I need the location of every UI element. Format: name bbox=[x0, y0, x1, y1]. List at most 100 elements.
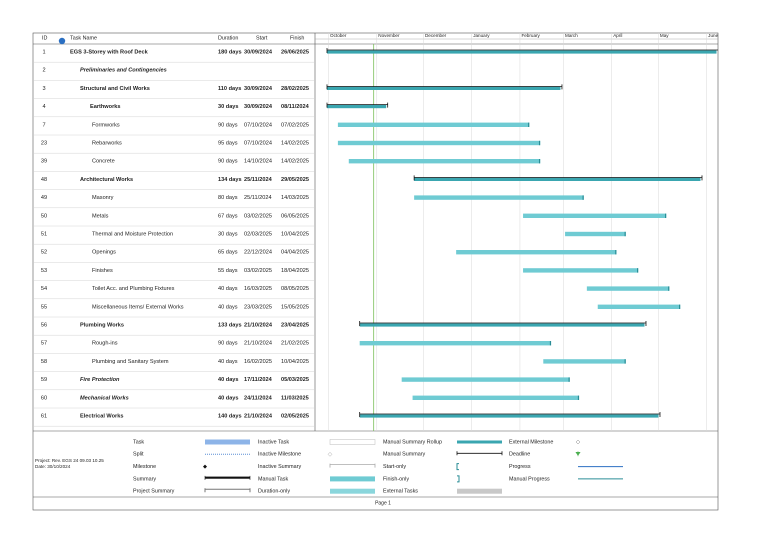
task-start: 25/11/2024 bbox=[244, 177, 273, 183]
task-start: 30/09/2024 bbox=[244, 49, 273, 55]
task-name: Metals bbox=[92, 213, 109, 219]
legend-symbol bbox=[457, 475, 460, 483]
month-label: April bbox=[613, 33, 622, 38]
task-finish: 14/03/2025 bbox=[281, 195, 309, 201]
legend-label: Manual Progress bbox=[509, 476, 550, 482]
task-bar bbox=[412, 395, 580, 400]
task-end bbox=[528, 122, 530, 127]
task-name: Earthworks bbox=[90, 104, 120, 110]
task-finish: 28/02/2025 bbox=[281, 86, 309, 92]
summary-bar bbox=[414, 177, 701, 181]
task-id: 59 bbox=[41, 377, 47, 383]
legend-symbol bbox=[330, 476, 375, 482]
task-duration: 40 days bbox=[218, 304, 238, 310]
task-name: Plumbing Works bbox=[80, 322, 124, 328]
legend-label: External Tasks bbox=[383, 489, 418, 495]
task-finish: 18/04/2025 bbox=[281, 268, 309, 274]
task-id: 3 bbox=[42, 86, 45, 92]
legend-symbol bbox=[457, 440, 502, 444]
legend-symbol bbox=[456, 451, 503, 456]
task-duration: 40 days bbox=[218, 395, 239, 401]
task-id: 2 bbox=[42, 68, 45, 74]
date-label: Date: 30/10/2024 bbox=[35, 464, 71, 469]
legend-label: Summary bbox=[133, 476, 156, 482]
legend-label: Project Summary bbox=[133, 489, 175, 495]
task-start: 07/10/2024 bbox=[244, 122, 272, 128]
page-number: Page 1 bbox=[375, 500, 391, 506]
task-id: 57 bbox=[41, 341, 47, 347]
task-start: 17/11/2024 bbox=[244, 377, 273, 383]
task-bar bbox=[401, 377, 570, 382]
task-end bbox=[549, 341, 552, 346]
task-end bbox=[668, 286, 670, 291]
task-id: 61 bbox=[41, 413, 47, 419]
task-duration: 40 days bbox=[218, 359, 238, 365]
task-id: 52 bbox=[41, 250, 47, 256]
task-finish: 10/04/2025 bbox=[281, 231, 309, 237]
task-name: Concrete bbox=[92, 159, 115, 165]
task-id: 55 bbox=[41, 304, 47, 310]
task-start: 14/10/2024 bbox=[244, 159, 272, 165]
legend-label: External Milestone bbox=[509, 439, 553, 445]
task-end bbox=[624, 359, 626, 364]
task-id: 50 bbox=[41, 213, 47, 219]
task-start: 21/10/2024 bbox=[244, 322, 273, 328]
task-finish: 23/04/2025 bbox=[281, 322, 309, 328]
legend-label: Manual Task bbox=[258, 476, 288, 482]
legend-symbol bbox=[575, 451, 581, 457]
task-start: 21/10/2024 bbox=[244, 341, 272, 347]
task-name: Formworks bbox=[92, 122, 120, 128]
header-duration: Duration bbox=[218, 35, 238, 41]
task-bar bbox=[337, 140, 541, 146]
task-start: 16/03/2025 bbox=[244, 286, 272, 292]
task-duration: 30 days bbox=[218, 231, 238, 237]
task-name: Finishes bbox=[92, 268, 113, 274]
task-start: 25/11/2024 bbox=[244, 195, 272, 201]
task-end bbox=[538, 159, 541, 164]
task-finish: 02/05/2025 bbox=[281, 413, 309, 419]
legend-label: Manual Summary Rollup bbox=[383, 439, 442, 445]
task-end bbox=[624, 231, 626, 237]
task-bar bbox=[586, 286, 670, 291]
task-duration: 90 days bbox=[218, 159, 238, 165]
task-name: Electrical Works bbox=[80, 413, 123, 419]
task-name: Openings bbox=[92, 250, 116, 256]
header-name: Task Name bbox=[70, 35, 97, 41]
task-bar bbox=[565, 231, 626, 237]
legend-symbol bbox=[203, 464, 207, 469]
task-finish: 04/04/2025 bbox=[281, 250, 309, 256]
task-start: 07/10/2024 bbox=[244, 140, 272, 146]
task-id: 39 bbox=[41, 159, 47, 165]
summary-bar bbox=[359, 414, 659, 418]
task-end bbox=[538, 140, 541, 146]
task-bar bbox=[456, 250, 617, 255]
legend-symbol bbox=[457, 488, 502, 494]
task-start: 22/12/2024 bbox=[244, 250, 272, 256]
task-name: Toilet Acc. and Plumbing Fixtures bbox=[92, 286, 175, 292]
legend-label: Manual Summary bbox=[383, 452, 426, 458]
legend-label: Duration-only bbox=[258, 489, 290, 495]
task-duration: 140 days bbox=[218, 413, 242, 419]
task-name: Masonry bbox=[92, 195, 114, 201]
task-start: 21/10/2024 bbox=[244, 413, 273, 419]
task-bar bbox=[359, 341, 552, 346]
legend-label: Start-only bbox=[383, 464, 406, 470]
task-duration: 134 days bbox=[218, 177, 242, 183]
task-finish: 14/02/2025 bbox=[281, 159, 309, 165]
task-finish: 10/04/2025 bbox=[281, 359, 309, 365]
legend-symbol bbox=[205, 439, 250, 445]
legend-label: Milestone bbox=[133, 464, 156, 470]
task-bar bbox=[348, 159, 541, 164]
task-id: 4 bbox=[42, 104, 45, 110]
task-end bbox=[568, 377, 570, 382]
task-start: 24/11/2024 bbox=[244, 395, 273, 401]
task-id: 53 bbox=[41, 268, 47, 274]
task-finish: 06/05/2025 bbox=[281, 213, 309, 219]
task-name: Thermal and Moisture Protection bbox=[92, 231, 173, 237]
legend-label: Split bbox=[133, 452, 144, 458]
legend-label: Deadline bbox=[509, 452, 530, 458]
task-duration: 30 days bbox=[218, 104, 239, 110]
month-label: November bbox=[378, 33, 400, 38]
summary-bar bbox=[359, 323, 645, 327]
task-bar bbox=[523, 268, 639, 273]
